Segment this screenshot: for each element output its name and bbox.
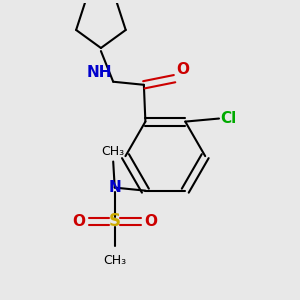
Text: S: S — [109, 212, 121, 230]
Text: CH₃: CH₃ — [103, 254, 126, 266]
Text: NH: NH — [86, 65, 112, 80]
Text: O: O — [144, 214, 157, 229]
Text: CH₃: CH₃ — [102, 146, 125, 158]
Text: O: O — [73, 214, 85, 229]
Text: Cl: Cl — [220, 111, 237, 126]
Text: O: O — [176, 62, 189, 77]
Text: N: N — [108, 180, 121, 195]
